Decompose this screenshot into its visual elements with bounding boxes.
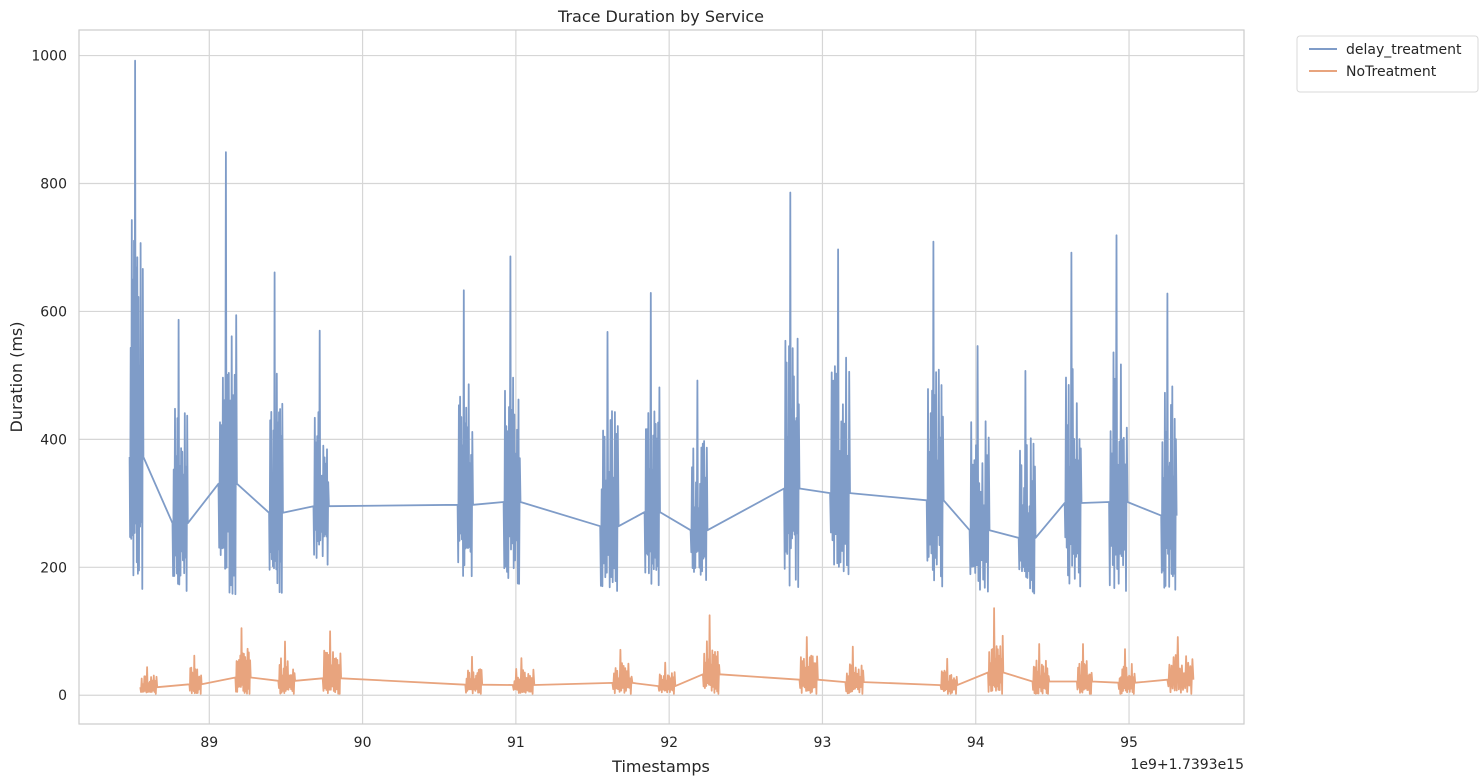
legend-label: NoTreatment	[1346, 64, 1437, 80]
legend-box	[1296, 35, 1479, 93]
y-tick-label: 200	[40, 560, 67, 576]
chart-title: Trace Duration by Service	[557, 7, 764, 26]
grid	[79, 30, 1244, 724]
x-axis: 89 90 91 92 93 94 95	[200, 735, 1138, 751]
series-line-delay_treatment	[128, 59, 1178, 596]
y-tick-label: 400	[40, 432, 67, 448]
x-tick-label: 90	[354, 735, 372, 751]
series-line-NoTreatment	[139, 607, 1195, 695]
x-tick-label: 94	[967, 735, 985, 751]
x-axis-title: Timestamps	[611, 757, 710, 776]
x-tick-label: 92	[660, 735, 678, 751]
y-tick-label: 0	[58, 688, 67, 704]
legend: delay_treatment NoTreatment	[1296, 35, 1479, 93]
y-tick-label: 800	[40, 177, 67, 193]
x-tick-label: 93	[814, 735, 832, 751]
y-tick-label: 1000	[31, 49, 67, 65]
x-tick-label: 95	[1120, 735, 1138, 751]
legend-label: delay_treatment	[1346, 42, 1462, 58]
x-tick-label: 89	[200, 735, 218, 751]
y-axis-title: Duration (ms)	[7, 322, 26, 433]
x-offset-label: 1e9+1.7393e15	[1130, 757, 1244, 773]
x-tick-label: 91	[507, 735, 525, 751]
plot-area	[128, 59, 1195, 695]
y-axis: 0 200 400 600 800 1000	[31, 49, 67, 705]
plot-frame	[78, 29, 1245, 725]
y-tick-label: 600	[40, 304, 67, 320]
